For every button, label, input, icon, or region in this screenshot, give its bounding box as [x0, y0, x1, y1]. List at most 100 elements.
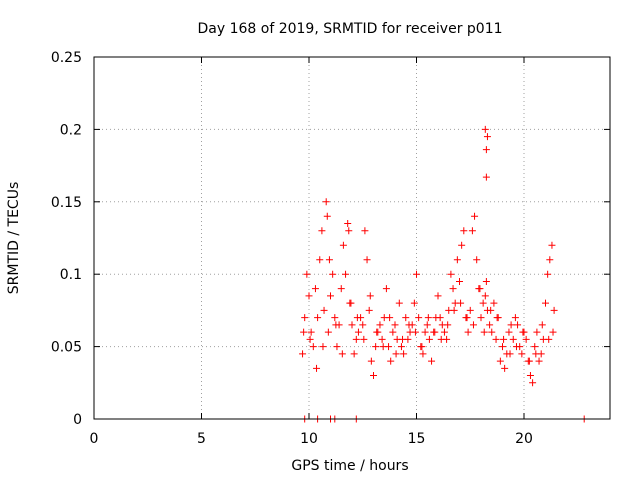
- data-point: [434, 292, 442, 300]
- data-point: [463, 314, 471, 322]
- data-point: [483, 133, 491, 141]
- data-point: [363, 256, 371, 264]
- data-point: [337, 285, 345, 293]
- data-point: [395, 299, 403, 307]
- data-point: [458, 241, 466, 249]
- data-point: [542, 299, 549, 307]
- data-point: [387, 357, 395, 365]
- y-tick-label: 0.2: [60, 122, 82, 138]
- data-point: [303, 270, 311, 278]
- data-point: [411, 328, 419, 336]
- data-point: [320, 306, 328, 314]
- data-point: [392, 350, 400, 358]
- data-point: [512, 343, 520, 351]
- data-point: [314, 314, 322, 322]
- data-point: [507, 321, 515, 329]
- data-point: [456, 277, 463, 285]
- data-point: [352, 335, 360, 343]
- data-point: [325, 256, 333, 264]
- data-point: [301, 314, 309, 322]
- data-point: [333, 343, 341, 351]
- data-point: [361, 227, 369, 235]
- data-point: [476, 285, 484, 293]
- data-point: [506, 350, 514, 358]
- data-point: [525, 357, 533, 365]
- data-point: [546, 256, 554, 264]
- data-point: [437, 335, 445, 343]
- data-point: [311, 285, 319, 293]
- data-point: [466, 306, 474, 314]
- data-point: [405, 321, 413, 329]
- data-point: [423, 321, 431, 329]
- data-point: [440, 328, 448, 336]
- data-point: [428, 357, 436, 365]
- data-point: [344, 220, 352, 228]
- data-point: [500, 335, 508, 343]
- chart-title: Day 168 of 2019, SRMTID for receiver p01…: [197, 21, 502, 37]
- data-point: [550, 306, 558, 314]
- data-point: [535, 357, 543, 365]
- data-point: [382, 285, 390, 293]
- data-point: [324, 328, 332, 336]
- data-point: [365, 306, 373, 314]
- data-point: [548, 241, 556, 249]
- data-point: [299, 350, 307, 358]
- data-point: [469, 321, 477, 329]
- data-point: [464, 328, 472, 336]
- data-point: [533, 328, 541, 336]
- data-point: [425, 335, 433, 343]
- data-point: [329, 270, 337, 278]
- y-axis-label: SRMTID / TECUs: [6, 182, 22, 295]
- grid: [94, 57, 610, 419]
- x-tick-label: 10: [300, 431, 318, 447]
- data-point: [376, 321, 384, 329]
- data-point: [402, 314, 410, 322]
- data-point: [481, 125, 489, 133]
- data-point: [493, 314, 501, 322]
- data-point: [538, 321, 546, 329]
- data-point: [360, 335, 368, 343]
- data-point: [415, 314, 423, 322]
- y-tick-label: 0: [73, 412, 82, 428]
- data-point: [514, 321, 522, 329]
- data-point: [379, 343, 387, 351]
- data-point: [397, 343, 405, 351]
- data-point: [306, 335, 314, 343]
- data-point: [431, 328, 439, 336]
- data-point: [545, 335, 553, 343]
- data-point: [410, 299, 418, 307]
- data-point: [319, 343, 327, 351]
- data-point: [370, 372, 377, 380]
- data-point: [391, 321, 399, 329]
- x-tick-label: 15: [408, 431, 426, 447]
- data-point: [468, 227, 476, 235]
- data-point: [496, 357, 504, 365]
- data-point: [532, 350, 540, 358]
- data-point: [389, 328, 397, 336]
- data-point: [372, 343, 380, 351]
- data-point: [359, 321, 367, 329]
- data-point: [378, 335, 386, 343]
- data-point: [457, 299, 465, 307]
- data-point: [444, 321, 452, 329]
- data-point: [366, 292, 374, 300]
- data-point: [526, 372, 534, 380]
- y-tick-label: 0.25: [51, 50, 82, 66]
- data-point: [418, 343, 426, 351]
- data-point: [327, 292, 334, 300]
- data-point: [449, 285, 457, 293]
- data-point: [544, 270, 552, 278]
- data-point: [323, 212, 331, 220]
- data-point: [549, 328, 557, 336]
- x-tick-label: 0: [90, 431, 99, 447]
- data-point: [473, 256, 481, 264]
- data-point: [350, 350, 358, 358]
- data-point: [400, 350, 408, 358]
- data-point: [309, 343, 317, 351]
- data-point: [342, 270, 350, 278]
- data-point: [373, 328, 381, 336]
- data-point: [300, 328, 308, 336]
- data-point: [347, 299, 355, 307]
- data-point: [505, 328, 513, 336]
